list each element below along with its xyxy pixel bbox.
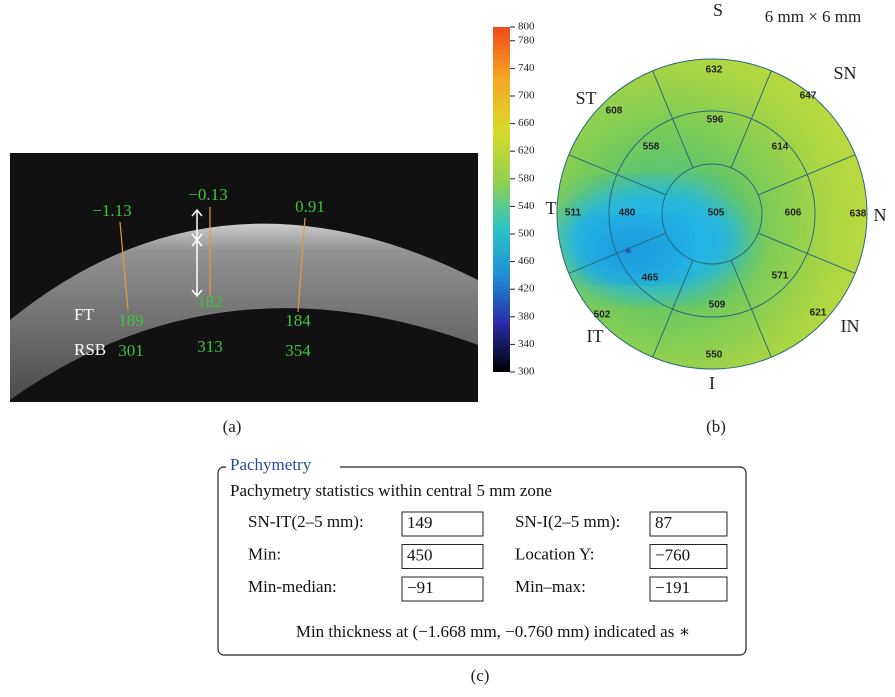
colorbar-tick-label: 340 (518, 338, 535, 350)
ft-value: 182 (197, 292, 223, 311)
top-label: −0.13 (188, 185, 227, 204)
direction-label: T (546, 198, 557, 218)
rsb-label: RSB (74, 340, 106, 359)
colorbar-tick-label: 460 (518, 255, 535, 267)
field-value: −760 (655, 545, 690, 564)
field-value: 149 (407, 513, 433, 532)
field-value: −191 (655, 578, 690, 597)
direction-label: I (709, 373, 715, 393)
sector-value: 465 (642, 273, 659, 284)
center-value: 505 (708, 208, 725, 219)
sector-value: 558 (643, 142, 660, 153)
field-label: Min: (248, 544, 281, 563)
figure: −1.13 −0.13 0.91 FT RSB 189 182 184 301 … (0, 0, 895, 697)
sector-value: 608 (606, 106, 623, 117)
colorbar-tick-label: 300 (518, 366, 535, 378)
colorbar-tick-label: 620 (518, 145, 535, 157)
note: Min thickness at (−1.668 mm, −0.760 mm) … (296, 622, 690, 641)
sector-value: 621 (810, 308, 827, 319)
top-label: 0.91 (295, 197, 325, 216)
direction-label: IN (841, 316, 860, 336)
colorbar-tick-label: 780 (518, 34, 535, 46)
min-marker: ∗ (623, 244, 633, 259)
rsb-value: 313 (197, 337, 223, 356)
colorbar (493, 27, 510, 372)
direction-label: S (713, 0, 723, 20)
sector-value: 596 (707, 115, 724, 126)
sector-value: 632 (706, 65, 723, 76)
colorbar-tick-label: 500 (518, 228, 535, 240)
ft-label: FT (74, 305, 94, 324)
sector-value: 614 (772, 142, 789, 153)
legend: Pachymetry (230, 455, 312, 474)
ft-value: 189 (118, 311, 144, 330)
sector-value: 502 (594, 310, 611, 321)
direction-label: IT (587, 326, 604, 346)
heading: Pachymetry statistics within central 5 m… (230, 481, 552, 500)
field-label: SN-I(2–5 mm): (515, 512, 620, 531)
sector-value: 480 (619, 208, 636, 219)
direction-label: SN (833, 63, 856, 83)
caption: (c) (471, 666, 490, 685)
direction-label: ST (575, 88, 596, 108)
colorbar-tick-label: 420 (518, 283, 535, 295)
colorbar-tick-label: 740 (518, 62, 535, 74)
colorbar-tick-label: 700 (518, 90, 535, 102)
field-value: −91 (407, 578, 434, 597)
field-label: SN-IT(2–5 mm): (248, 512, 364, 531)
sector-value: 511 (565, 208, 582, 219)
field-label: Min–max: (515, 577, 586, 596)
caption: (a) (223, 417, 242, 436)
sector-value: 550 (706, 350, 723, 361)
field-value: 87 (655, 513, 673, 532)
field-label: Location Y: (515, 544, 594, 563)
colorbar-tick-label: 380 (518, 310, 535, 322)
rsb-value: 354 (285, 341, 311, 360)
sector-value: 638 (850, 209, 867, 220)
caption: (b) (706, 417, 726, 436)
rsb-value: 301 (118, 341, 144, 360)
colorbar-tick-label: 540 (518, 200, 535, 212)
size-label: 6 mm × 6 mm (765, 7, 861, 26)
top-label: −1.13 (92, 201, 131, 220)
ft-value: 184 (285, 311, 311, 330)
sector-value: 606 (785, 208, 802, 219)
sector-value: 647 (800, 91, 817, 102)
colorbar-tick-label: 800 (518, 21, 535, 33)
page: {"panel_a": {"top_labels": ["−1.13", "−0… (0, 0, 895, 697)
colorbar-tick-label: 660 (518, 117, 535, 129)
field-label: Min-median: (248, 577, 337, 596)
sector-value: 571 (772, 271, 789, 282)
direction-label: N (874, 205, 887, 225)
field-value: 450 (407, 545, 433, 564)
sector-value: 509 (709, 300, 726, 311)
colorbar-tick-label: 580 (518, 172, 535, 184)
